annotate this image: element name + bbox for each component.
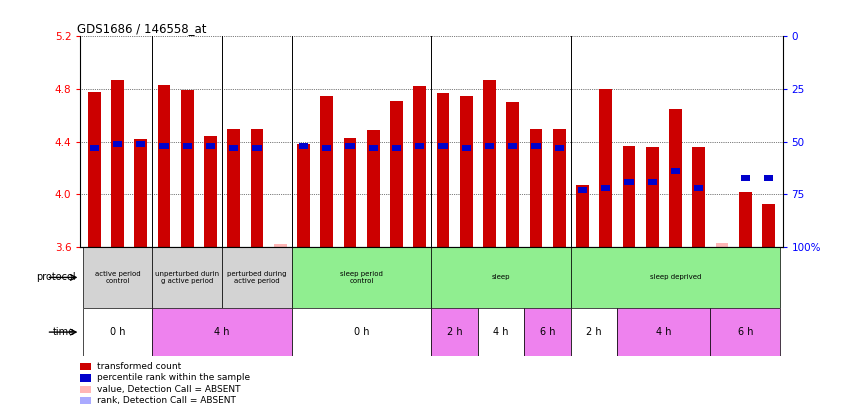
Bar xyxy=(222,247,292,308)
Bar xyxy=(695,185,704,191)
Bar xyxy=(321,96,333,247)
Bar xyxy=(111,80,124,247)
Bar xyxy=(462,145,471,151)
Bar xyxy=(390,101,403,247)
Bar xyxy=(135,139,147,247)
Bar xyxy=(716,243,728,247)
Bar xyxy=(618,308,711,356)
Bar xyxy=(555,145,564,151)
Bar xyxy=(90,145,99,151)
Bar xyxy=(531,143,541,149)
Bar xyxy=(508,143,518,149)
Bar xyxy=(485,143,494,149)
Bar xyxy=(181,90,194,247)
Bar xyxy=(739,192,752,247)
Bar xyxy=(711,308,780,356)
Bar xyxy=(229,145,239,151)
Bar xyxy=(693,147,706,247)
Bar xyxy=(299,143,308,149)
Bar xyxy=(322,145,332,151)
Bar xyxy=(297,145,310,247)
Bar xyxy=(431,247,571,308)
Text: 0 h: 0 h xyxy=(354,327,370,337)
Bar xyxy=(292,308,431,356)
Text: unperturbed durin
g active period: unperturbed durin g active period xyxy=(156,271,219,284)
Bar xyxy=(415,143,425,149)
Bar xyxy=(183,143,192,149)
Text: sleep: sleep xyxy=(492,275,510,280)
Bar xyxy=(478,308,525,356)
Bar xyxy=(431,308,478,356)
Bar xyxy=(343,138,356,247)
Bar xyxy=(525,308,571,356)
Bar xyxy=(206,143,215,149)
Bar xyxy=(578,187,587,193)
Bar xyxy=(483,80,496,247)
Bar xyxy=(204,136,217,247)
Bar xyxy=(250,129,263,247)
Bar xyxy=(83,308,152,356)
Bar xyxy=(152,247,222,308)
Text: percentile rank within the sample: percentile rank within the sample xyxy=(97,373,250,382)
Text: protocol: protocol xyxy=(36,273,75,282)
Bar xyxy=(600,89,613,247)
Text: 6 h: 6 h xyxy=(540,327,556,337)
Bar xyxy=(648,179,657,185)
Bar xyxy=(553,129,566,247)
Text: 2 h: 2 h xyxy=(586,327,602,337)
Bar xyxy=(228,129,240,247)
Bar xyxy=(671,168,680,174)
Text: 4 h: 4 h xyxy=(656,327,672,337)
Text: sleep deprived: sleep deprived xyxy=(650,275,701,280)
Text: 0 h: 0 h xyxy=(110,327,125,337)
Bar xyxy=(624,179,634,185)
Bar xyxy=(571,308,618,356)
Bar xyxy=(741,175,750,181)
Bar xyxy=(83,247,152,308)
Text: 4 h: 4 h xyxy=(214,327,230,337)
Bar xyxy=(152,308,292,356)
Bar xyxy=(414,86,426,247)
Text: transformed count: transformed count xyxy=(97,362,182,371)
Text: perturbed during
active period: perturbed during active period xyxy=(228,271,287,284)
Bar xyxy=(369,145,378,151)
Text: value, Detection Call = ABSENT: value, Detection Call = ABSENT xyxy=(97,385,241,394)
Bar xyxy=(292,247,431,308)
Bar xyxy=(762,204,775,247)
Bar xyxy=(157,85,170,247)
Bar xyxy=(764,175,773,181)
Bar xyxy=(576,185,589,247)
Bar xyxy=(669,109,682,247)
Text: rank, Detection Call = ABSENT: rank, Detection Call = ABSENT xyxy=(97,396,236,405)
Bar xyxy=(646,147,659,247)
Bar xyxy=(438,143,448,149)
Bar xyxy=(530,129,542,247)
Text: GDS1686 / 146558_at: GDS1686 / 146558_at xyxy=(77,22,206,35)
Bar xyxy=(437,93,449,247)
Bar xyxy=(113,141,122,147)
Text: sleep period
control: sleep period control xyxy=(340,271,383,284)
Bar xyxy=(571,247,780,308)
Bar xyxy=(507,102,519,247)
Bar xyxy=(460,96,473,247)
Text: 4 h: 4 h xyxy=(493,327,509,337)
Bar xyxy=(136,141,146,147)
Bar xyxy=(345,143,354,149)
Text: time: time xyxy=(53,327,75,337)
Bar xyxy=(623,146,635,247)
Text: active period
control: active period control xyxy=(95,271,140,284)
Bar xyxy=(602,185,611,191)
Bar xyxy=(159,143,168,149)
Text: 6 h: 6 h xyxy=(738,327,753,337)
Bar xyxy=(88,92,101,247)
Bar xyxy=(274,244,287,247)
Bar xyxy=(252,145,261,151)
Bar xyxy=(392,145,401,151)
Text: 2 h: 2 h xyxy=(447,327,463,337)
Bar xyxy=(367,130,380,247)
